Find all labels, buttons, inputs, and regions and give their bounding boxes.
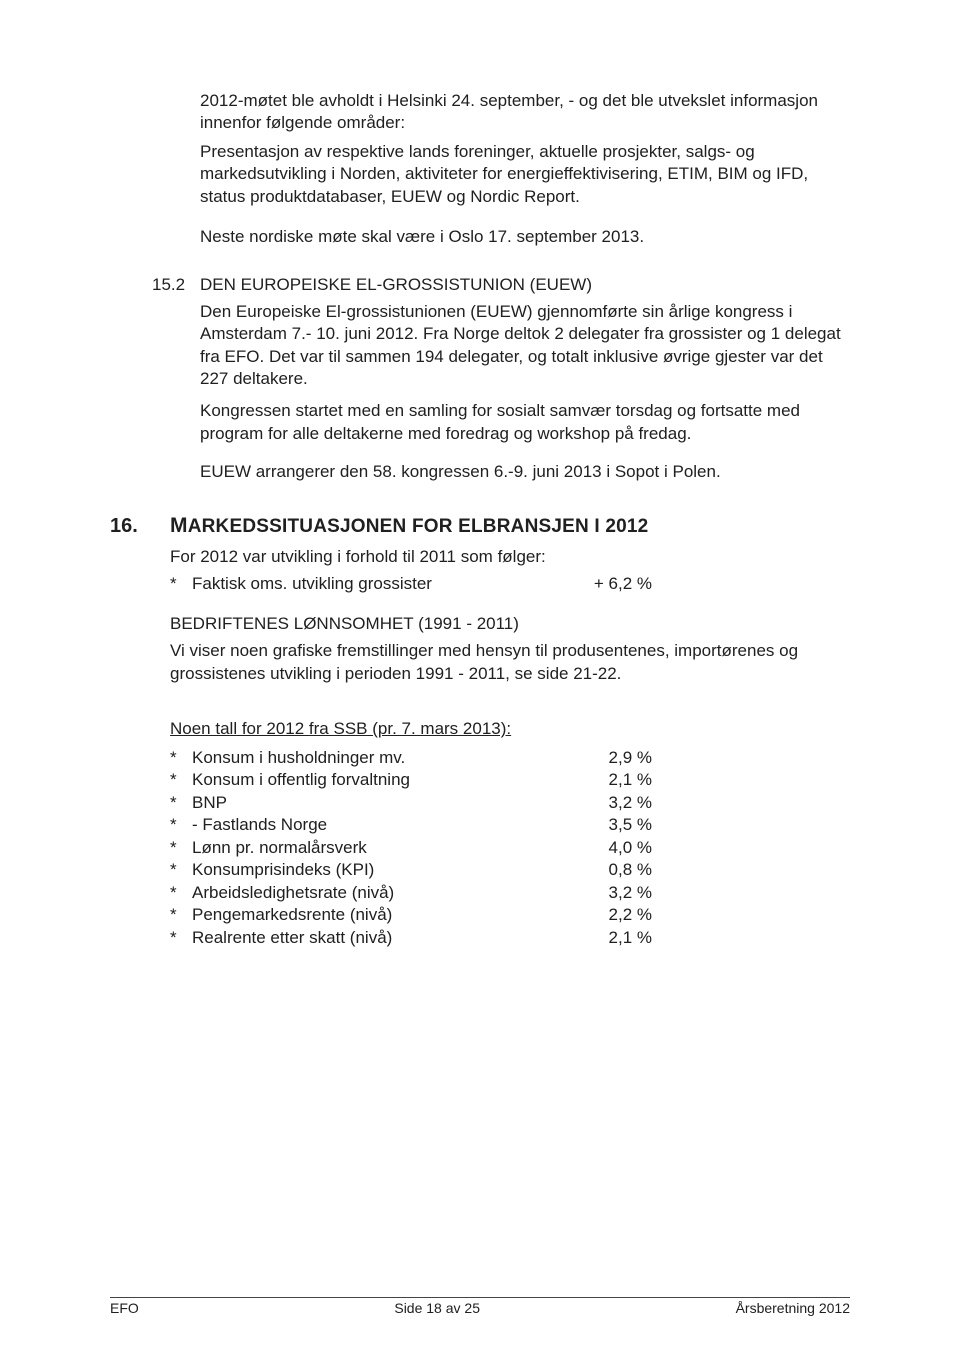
ssb-label: Arbeidsledighetsrate (nivå) bbox=[192, 882, 572, 904]
footer-center: Side 18 av 25 bbox=[394, 1300, 480, 1316]
bullet-star: * bbox=[170, 837, 192, 859]
document-page: 2012-møtet ble avholdt i Helsinki 24. se… bbox=[0, 0, 960, 1366]
ssb-row: *BNP3,2 % bbox=[170, 792, 850, 814]
ssb-label: Realrente etter skatt (nivå) bbox=[192, 927, 572, 949]
ssb-label: Lønn pr. normalårsverk bbox=[192, 837, 572, 859]
ssb-row: *Konsum i husholdninger mv.2,9 % bbox=[170, 747, 850, 769]
ssb-label: Konsum i offentlig forvaltning bbox=[192, 769, 572, 791]
bullet-star: * bbox=[170, 747, 192, 769]
ssb-label: BNP bbox=[192, 792, 572, 814]
ssb-value: 3,2 % bbox=[572, 882, 652, 904]
bullet-star: * bbox=[170, 814, 192, 836]
ssb-row: *Realrente etter skatt (nivå)2,1 % bbox=[170, 927, 850, 949]
bullet-star: * bbox=[170, 859, 192, 881]
bullet-star: * bbox=[170, 882, 192, 904]
section-15-2-p1: Den Europeiske El-grossistunionen (EUEW)… bbox=[200, 301, 850, 391]
ssb-row: *Pengemarkedsrente (nivå)2,2 % bbox=[170, 904, 850, 926]
stat-row-oms: * Faktisk oms. utvikling grossister + 6,… bbox=[170, 574, 850, 594]
sub-heading-lonnsomhet: BEDRIFTENES LØNNSOMHET (1991 - 2011) bbox=[170, 614, 850, 634]
stat-label: Faktisk oms. utvikling grossister bbox=[192, 574, 572, 594]
section-15-2-heading: 15.2 DEN EUROPEISKE EL-GROSSISTUNION (EU… bbox=[110, 275, 850, 295]
bullet-star: * bbox=[170, 792, 192, 814]
section-number: 16. bbox=[110, 515, 170, 538]
bullet-star: * bbox=[170, 927, 192, 949]
ssb-row: *Arbeidsledighetsrate (nivå)3,2 % bbox=[170, 882, 850, 904]
bullet-star: * bbox=[170, 574, 192, 594]
ssb-row: *Konsum i offentlig forvaltning2,1 % bbox=[170, 769, 850, 791]
section-16-p1: For 2012 var utvikling i forhold til 201… bbox=[170, 546, 850, 568]
ssb-label: Konsum i husholdninger mv. bbox=[192, 747, 572, 769]
paragraph-intro-1: 2012-møtet ble avholdt i Helsinki 24. se… bbox=[200, 90, 850, 135]
section-15-2-p2: Kongressen startet med en samling for so… bbox=[200, 400, 850, 445]
bullet-star: * bbox=[170, 769, 192, 791]
page-footer: EFO Side 18 av 25 Årsberetning 2012 bbox=[110, 1297, 850, 1316]
section-title: MARKEDSSITUASJONEN FOR ELBRANSJEN I 2012 bbox=[170, 514, 648, 538]
sub-paragraph: Vi viser noen grafiske fremstillinger me… bbox=[170, 640, 850, 685]
ssb-value: 2,9 % bbox=[572, 747, 652, 769]
ssb-label: - Fastlands Norge bbox=[192, 814, 572, 836]
paragraph-intro-3: Neste nordiske møte skal være i Oslo 17.… bbox=[200, 226, 850, 248]
section-15-2-p3: EUEW arrangerer den 58. kongressen 6.-9.… bbox=[200, 461, 850, 483]
footer-left: EFO bbox=[110, 1300, 139, 1316]
ssb-row: *- Fastlands Norge3,5 % bbox=[170, 814, 850, 836]
ssb-value: 4,0 % bbox=[572, 837, 652, 859]
ssb-value: 3,2 % bbox=[572, 792, 652, 814]
section-title: DEN EUROPEISKE EL-GROSSISTUNION (EUEW) bbox=[200, 275, 592, 295]
ssb-row: *Lønn pr. normalårsverk4,0 % bbox=[170, 837, 850, 859]
ssb-value: 0,8 % bbox=[572, 859, 652, 881]
ssb-stat-list: *Konsum i husholdninger mv.2,9 %*Konsum … bbox=[110, 747, 850, 949]
title-rest: ARKEDSSITUASJONEN FOR ELBRANSJEN I 2012 bbox=[188, 516, 649, 537]
ssb-value: 2,2 % bbox=[572, 904, 652, 926]
ssb-label: Konsumprisindeks (KPI) bbox=[192, 859, 572, 881]
bullet-star: * bbox=[170, 904, 192, 926]
ssb-value: 3,5 % bbox=[572, 814, 652, 836]
ssb-row: *Konsumprisindeks (KPI)0,8 % bbox=[170, 859, 850, 881]
section-16-heading: 16. MARKEDSSITUASJONEN FOR ELBRANSJEN I … bbox=[110, 514, 850, 538]
ssb-label: Pengemarkedsrente (nivå) bbox=[192, 904, 572, 926]
footer-right: Årsberetning 2012 bbox=[736, 1300, 850, 1316]
ssb-value: 2,1 % bbox=[572, 927, 652, 949]
ssb-heading: Noen tall for 2012 fra SSB (pr. 7. mars … bbox=[170, 719, 850, 739]
paragraph-intro-2: Presentasjon av respektive lands forenin… bbox=[200, 141, 850, 208]
title-first-letter: M bbox=[170, 514, 188, 537]
section-number: 15.2 bbox=[152, 275, 200, 295]
ssb-value: 2,1 % bbox=[572, 769, 652, 791]
stat-value: + 6,2 % bbox=[572, 574, 652, 594]
